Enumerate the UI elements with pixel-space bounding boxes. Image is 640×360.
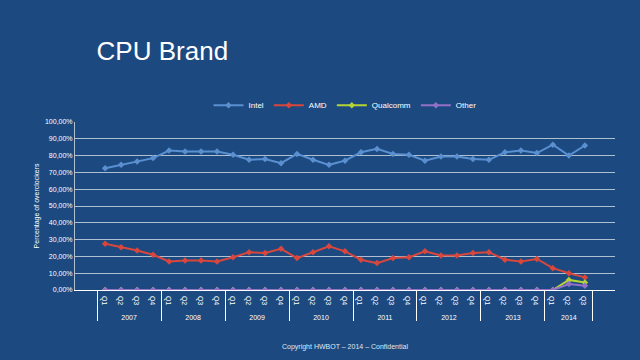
svg-text:2014: 2014 [561, 314, 577, 321]
svg-text:Q3: Q3 [579, 296, 587, 305]
svg-text:Q2: Q2 [180, 296, 188, 305]
svg-text:Q1: Q1 [419, 296, 427, 305]
svg-text:2011: 2011 [377, 314, 392, 321]
svg-text:Q2: Q2 [244, 296, 252, 305]
svg-text:Qualcomm: Qualcomm [372, 101, 411, 110]
svg-text:50,00%: 50,00% [49, 202, 73, 209]
svg-text:Copyright HWBOT – 2014 – Confi: Copyright HWBOT – 2014 – Confidential [282, 343, 408, 351]
svg-text:30,00%: 30,00% [49, 236, 73, 243]
svg-text:Q4: Q4 [403, 296, 411, 305]
svg-text:2008: 2008 [185, 314, 201, 321]
svg-text:Q4: Q4 [531, 296, 539, 305]
svg-text:Percentage of overclockers: Percentage of overclockers [33, 163, 41, 248]
svg-text:2007: 2007 [121, 314, 137, 321]
svg-text:2009: 2009 [249, 314, 265, 321]
svg-text:Q2: Q2 [308, 296, 316, 305]
svg-text:Q3: Q3 [260, 296, 268, 305]
svg-text:60,00%: 60,00% [49, 186, 73, 193]
svg-text:2010: 2010 [313, 314, 329, 321]
svg-text:Q3: Q3 [387, 296, 395, 305]
svg-text:90,00%: 90,00% [49, 135, 73, 142]
svg-text:Q3: Q3 [515, 296, 523, 305]
svg-text:Q4: Q4 [340, 296, 348, 305]
svg-text:Q1: Q1 [483, 296, 491, 305]
svg-text:Q2: Q2 [371, 296, 379, 305]
svg-text:Q3: Q3 [196, 296, 204, 305]
svg-text:AMD: AMD [309, 101, 327, 110]
svg-text:0,00%: 0,00% [53, 286, 73, 293]
svg-text:Q4: Q4 [276, 296, 284, 305]
svg-text:Q3: Q3 [324, 296, 332, 305]
svg-text:Q1: Q1 [355, 296, 363, 305]
svg-text:Q3: Q3 [132, 296, 140, 305]
svg-text:Q1: Q1 [292, 296, 300, 305]
svg-text:10,00%: 10,00% [49, 270, 73, 277]
svg-text:Q3: Q3 [451, 296, 459, 305]
svg-text:CPU Brand: CPU Brand [97, 36, 229, 66]
svg-text:Q1: Q1 [100, 296, 108, 305]
svg-text:80,00%: 80,00% [49, 152, 73, 159]
svg-text:Q4: Q4 [148, 296, 156, 305]
svg-text:Q4: Q4 [212, 296, 220, 305]
svg-text:100,00%: 100,00% [45, 118, 73, 125]
svg-text:20,00%: 20,00% [49, 253, 73, 260]
svg-text:Q1: Q1 [164, 296, 172, 305]
svg-text:2012: 2012 [441, 314, 457, 321]
svg-text:Q4: Q4 [467, 296, 475, 305]
svg-text:70,00%: 70,00% [49, 169, 73, 176]
svg-text:Other: Other [456, 101, 476, 110]
svg-text:Q1: Q1 [228, 296, 236, 305]
svg-text:Q1: Q1 [547, 296, 555, 305]
svg-text:Q2: Q2 [499, 296, 507, 305]
svg-text:Q2: Q2 [116, 296, 124, 305]
svg-text:Q2: Q2 [563, 296, 571, 305]
svg-text:40,00%: 40,00% [49, 219, 73, 226]
svg-text:2013: 2013 [505, 314, 521, 321]
svg-text:Intel: Intel [249, 101, 264, 110]
svg-text:Q2: Q2 [435, 296, 443, 305]
